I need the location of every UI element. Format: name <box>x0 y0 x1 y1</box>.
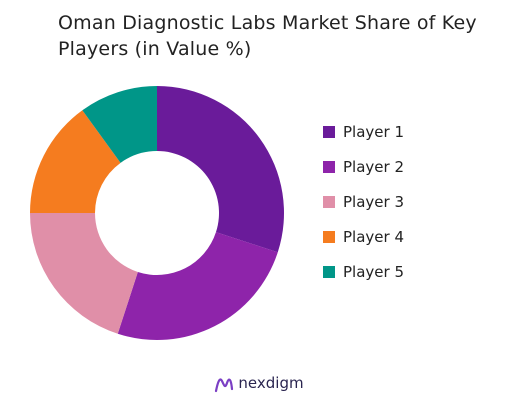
slice-player-5 <box>82 86 157 163</box>
slice-player-3 <box>30 213 138 334</box>
chart-title: Oman Diagnostic Labs Market Share of Key… <box>58 12 477 60</box>
legend-swatch-2 <box>323 161 335 173</box>
brand-name: nexdigm <box>238 374 304 392</box>
legend-swatch-3 <box>323 196 335 208</box>
brand-footer: nexdigm <box>0 374 518 393</box>
nexdigm-logo-icon <box>215 378 234 393</box>
legend-label-4: Player 4 <box>343 228 404 246</box>
donut-chart: Player 1 Player 2 Player 3 Player 4 Player 5 <box>30 86 404 341</box>
legend-label-1: Player 1 <box>343 123 404 141</box>
legend-label-2: Player 2 <box>343 158 404 176</box>
legend-swatch-4 <box>323 231 335 243</box>
legend-label-5: Player 5 <box>343 263 404 281</box>
legend-swatch-5 <box>323 266 335 278</box>
slice-player-1 <box>157 86 284 253</box>
legend-swatch-1 <box>323 126 335 138</box>
slice-player-4 <box>30 110 121 213</box>
legend-label-3: Player 3 <box>343 193 404 211</box>
slice-player-2 <box>117 232 278 341</box>
